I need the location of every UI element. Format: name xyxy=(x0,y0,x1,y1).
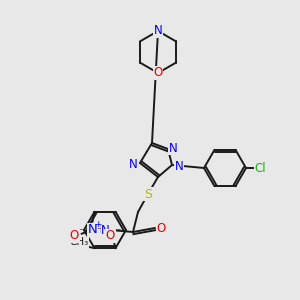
Text: +: + xyxy=(94,220,101,229)
Text: CH₃: CH₃ xyxy=(69,237,88,247)
Text: N: N xyxy=(175,160,183,172)
Text: N: N xyxy=(169,142,177,154)
Text: −: − xyxy=(78,225,85,234)
Text: O: O xyxy=(153,67,163,80)
Text: Cl: Cl xyxy=(254,161,266,175)
Text: O: O xyxy=(156,221,166,235)
Text: O: O xyxy=(70,229,79,242)
Text: S: S xyxy=(144,188,152,200)
Text: −: − xyxy=(114,225,121,234)
Text: N: N xyxy=(154,25,162,38)
Text: N: N xyxy=(101,224,110,236)
Text: N: N xyxy=(129,158,137,170)
Text: N: N xyxy=(88,223,98,236)
Text: O: O xyxy=(106,229,115,242)
Text: H: H xyxy=(95,225,103,235)
